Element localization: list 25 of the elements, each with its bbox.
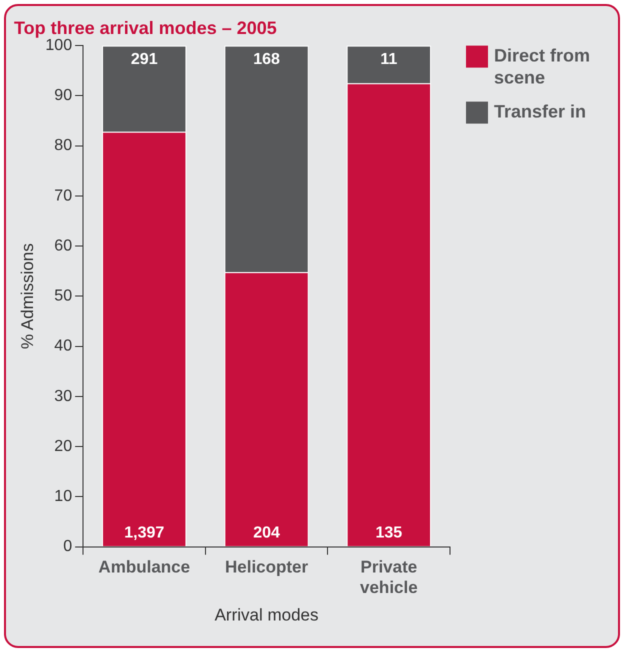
y-tick-label: 70 bbox=[54, 187, 72, 204]
y-tick-label: 0 bbox=[63, 538, 72, 556]
chart-title: Top three arrival modes – 2005 bbox=[14, 18, 277, 38]
y-tick-label: 100 bbox=[45, 37, 72, 54]
x-tick-label: Helicopter bbox=[224, 558, 308, 577]
annotation: 11 bbox=[380, 51, 398, 68]
x-tick-label: Ambulance bbox=[98, 558, 190, 577]
y-tick-label: 50 bbox=[54, 288, 72, 305]
y-tick-label: 80 bbox=[54, 137, 72, 154]
y-axis-title: % Admissions bbox=[18, 243, 37, 350]
y-tick-label: 10 bbox=[54, 488, 72, 506]
annotation: 168 bbox=[253, 51, 280, 68]
y-tick-label: 60 bbox=[54, 237, 72, 254]
annotation: 204 bbox=[253, 524, 280, 542]
annotation: 135 bbox=[376, 524, 402, 542]
y-tick-label: 20 bbox=[54, 438, 72, 455]
annotation: 1,397 bbox=[124, 524, 164, 542]
y-tick-label: 30 bbox=[54, 388, 72, 405]
x-tick-label: Private vehicle bbox=[360, 558, 418, 598]
annotation: 291 bbox=[130, 51, 158, 68]
y-tick-label: 40 bbox=[54, 338, 72, 355]
legend-label: Transfer in bbox=[494, 102, 586, 122]
x-axis-title: Arrival modes bbox=[214, 605, 319, 624]
y-tick-label: 90 bbox=[54, 87, 72, 104]
legend-label: Direct from scene bbox=[494, 46, 590, 88]
